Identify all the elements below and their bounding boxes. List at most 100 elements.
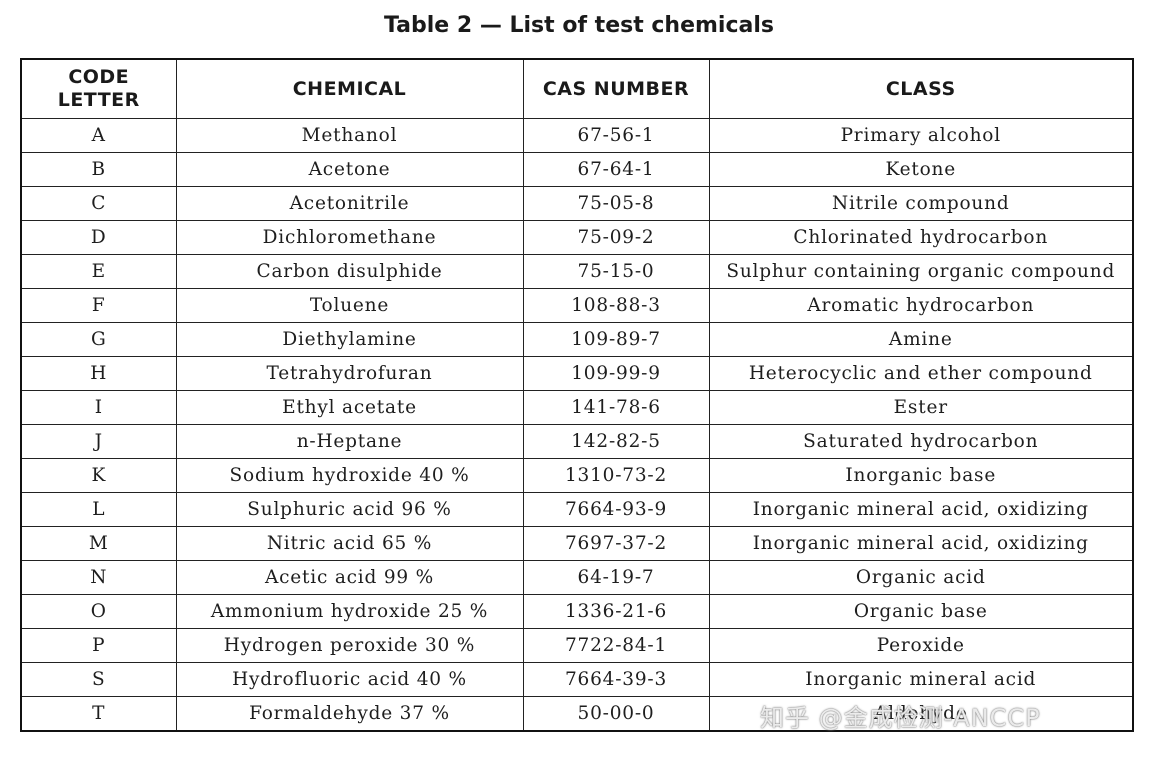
cell-class: Inorganic mineral acid	[708, 662, 1134, 697]
cell-chemical: Hydrofluoric acid 40 %	[175, 662, 524, 697]
table-row: B Acetone 67-64-1 Ketone	[20, 152, 1134, 187]
cell-cas-number: 142-82-5	[522, 424, 710, 459]
header-code-letter: CODE LETTER	[20, 58, 177, 119]
header-cas-number: CAS NUMBER	[522, 58, 710, 119]
header-code-letter-line2: LETTER	[57, 89, 140, 111]
header-code-letter-line1: CODE	[68, 66, 130, 88]
cell-cas-number: 75-15-0	[522, 254, 710, 289]
cell-cas-number: 67-64-1	[522, 152, 710, 187]
table-row: A Methanol 67-56-1 Primary alcohol	[20, 118, 1134, 153]
cell-cas-number: 7722-84-1	[522, 628, 710, 663]
cell-chemical: Formaldehyde 37 %	[175, 696, 524, 732]
cell-chemical: Acetonitrile	[175, 186, 524, 221]
cell-code-letter: M	[20, 526, 177, 561]
cell-cas-number: 109-99-9	[522, 356, 710, 391]
cell-chemical: n-Heptane	[175, 424, 524, 459]
cell-code-letter: G	[20, 322, 177, 357]
header-class: CLASS	[708, 58, 1134, 119]
cell-class: Peroxide	[708, 628, 1134, 663]
table-row: S Hydrofluoric acid 40 % 7664-39-3 Inorgani…	[20, 662, 1134, 697]
cell-code-letter: K	[20, 458, 177, 493]
cell-code-letter: A	[20, 118, 177, 153]
cell-code-letter: D	[20, 220, 177, 255]
cell-chemical: Sulphuric acid 96 %	[175, 492, 524, 527]
table-row: K Sodium hydroxide 40 % 1310-73-2 Inorganic…	[20, 458, 1134, 493]
cell-chemical: Tetrahydrofuran	[175, 356, 524, 391]
header-chemical: CHEMICAL	[175, 58, 524, 119]
table-header: CODE LETTER CHEMICAL CAS NUMBER CLASS	[20, 58, 1134, 119]
cell-class: Chlorinated hydrocarbon	[708, 220, 1134, 255]
cell-class: Aromatic hydrocarbon	[708, 288, 1134, 323]
cell-class: Ester	[708, 390, 1134, 425]
cell-code-letter: C	[20, 186, 177, 221]
table-row: E Carbon disulphide 75-15-0 Sulphur contain…	[20, 254, 1134, 289]
table-row: T Formaldehyde 37 % 50-00-0 Aldehyde	[20, 696, 1134, 732]
cell-class: Organic acid	[708, 560, 1134, 595]
cell-class: Sulphur containing organic compound	[708, 254, 1134, 289]
table-row: G Diethylamine 109-89-7 Amine	[20, 322, 1134, 357]
cell-class: Aldehyde	[708, 696, 1134, 732]
cell-cas-number: 75-05-8	[522, 186, 710, 221]
cell-cas-number: 7697-37-2	[522, 526, 710, 561]
cell-cas-number: 67-56-1	[522, 118, 710, 153]
cell-chemical: Ammonium hydroxide 25 %	[175, 594, 524, 629]
cell-chemical: Dichloromethane	[175, 220, 524, 255]
cell-cas-number: 141-78-6	[522, 390, 710, 425]
cell-code-letter: E	[20, 254, 177, 289]
cell-cas-number: 1310-73-2	[522, 458, 710, 493]
table-row: L Sulphuric acid 96 % 7664-93-9 Inorganic m…	[20, 492, 1134, 527]
cell-class: Inorganic mineral acid, oxidizing	[708, 526, 1134, 561]
cell-code-letter: N	[20, 560, 177, 595]
cell-code-letter: P	[20, 628, 177, 663]
cell-class: Primary alcohol	[708, 118, 1134, 153]
table-row: D Dichloromethane 75-09-2 Chlorinated hydro…	[20, 220, 1134, 255]
cell-chemical: Acetone	[175, 152, 524, 187]
cell-class: Inorganic mineral acid, oxidizing	[708, 492, 1134, 527]
cell-chemical: Acetic acid 99 %	[175, 560, 524, 595]
table-row: I Ethyl acetate 141-78-6 Ester	[20, 390, 1134, 425]
cell-class: Inorganic base	[708, 458, 1134, 493]
cell-chemical: Toluene	[175, 288, 524, 323]
cell-cas-number: 50-00-0	[522, 696, 710, 732]
cell-class: Nitrile compound	[708, 186, 1134, 221]
cell-chemical: Ethyl acetate	[175, 390, 524, 425]
table-row: O Ammonium hydroxide 25 % 1336-21-6 Organic…	[20, 594, 1134, 629]
cell-code-letter: T	[20, 696, 177, 732]
cell-class: Amine	[708, 322, 1134, 357]
cell-class: Organic base	[708, 594, 1134, 629]
table-row: F Toluene 108-88-3 Aromatic hydrocarbon	[20, 288, 1134, 323]
cell-cas-number: 109-89-7	[522, 322, 710, 357]
table-body: A Methanol 67-56-1 Primary alcohol B Acetone 6…	[20, 118, 1134, 732]
cell-code-letter: F	[20, 288, 177, 323]
cell-chemical: Methanol	[175, 118, 524, 153]
cell-code-letter: S	[20, 662, 177, 697]
cell-chemical: Carbon disulphide	[175, 254, 524, 289]
cell-chemical: Hydrogen peroxide 30 %	[175, 628, 524, 663]
cell-chemical: Diethylamine	[175, 322, 524, 357]
table-row: P Hydrogen peroxide 30 % 7722-84-1 Peroxide	[20, 628, 1134, 663]
table-caption: Table 2 — List of test chemicals	[383, 13, 774, 38]
table-row: N Acetic acid 99 % 64-19-7 Organic acid	[20, 560, 1134, 595]
cell-code-letter: L	[20, 492, 177, 527]
cell-class: Heterocyclic and ether compound	[708, 356, 1134, 391]
header-row: CODE LETTER CHEMICAL CAS NUMBER CLASS	[20, 58, 1134, 119]
cell-class: Ketone	[708, 152, 1134, 187]
cell-cas-number: 64-19-7	[522, 560, 710, 595]
cell-cas-number: 1336-21-6	[522, 594, 710, 629]
table-row: C Acetonitrile 75-05-8 Nitrile compound	[20, 186, 1134, 221]
cell-cas-number: 7664-39-3	[522, 662, 710, 697]
cell-class: Saturated hydrocarbon	[708, 424, 1134, 459]
cell-chemical: Nitric acid 65 %	[175, 526, 524, 561]
cell-code-letter: B	[20, 152, 177, 187]
cell-code-letter: J	[20, 424, 177, 459]
cell-cas-number: 7664-93-9	[522, 492, 710, 527]
cell-cas-number: 75-09-2	[522, 220, 710, 255]
cell-chemical: Sodium hydroxide 40 %	[175, 458, 524, 493]
cell-code-letter: I	[20, 390, 177, 425]
table-row: H Tetrahydrofuran 109-99-9 Heterocyclic and…	[20, 356, 1134, 391]
cell-cas-number: 108-88-3	[522, 288, 710, 323]
table-row: M Nitric acid 65 % 7697-37-2 Inorganic mine…	[20, 526, 1134, 561]
cell-code-letter: O	[20, 594, 177, 629]
